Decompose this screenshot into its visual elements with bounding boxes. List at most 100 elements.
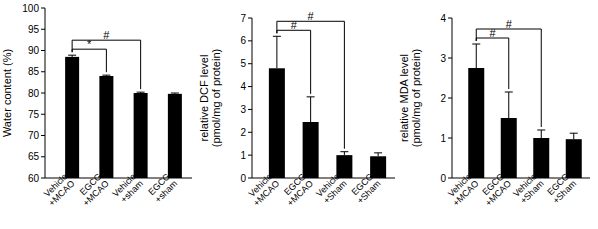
category-label-line: +Sham xyxy=(321,178,348,205)
significance-bracket: # xyxy=(72,29,141,89)
bar xyxy=(168,94,182,178)
error-bar xyxy=(537,130,545,138)
y-tick xyxy=(248,40,252,41)
significance-label: # xyxy=(308,10,315,22)
error-line xyxy=(344,152,345,155)
y-tick-label: 5 xyxy=(240,58,246,69)
error-cap xyxy=(171,93,179,94)
bracket-line xyxy=(72,49,106,72)
category-label: EGCG+MCAO xyxy=(278,171,315,208)
error-line xyxy=(541,130,542,138)
y-tick-label: 85 xyxy=(28,66,40,77)
y-tick xyxy=(41,135,45,136)
error-cap xyxy=(307,96,315,97)
error-bar xyxy=(472,44,480,68)
category-label: Vehicle+MCAO xyxy=(40,171,77,208)
y-tick-label: 4 xyxy=(440,13,446,24)
chart: 01234567relative DCF level(pmol/mg of pr… xyxy=(198,10,395,208)
error-bar xyxy=(307,97,315,122)
y-tick xyxy=(248,178,252,179)
significance-label: # xyxy=(506,18,513,30)
significance-bracket: # xyxy=(476,18,541,127)
y-tick-label: 70 xyxy=(28,130,40,141)
bracket-line xyxy=(72,40,141,89)
y-tick-label: 65 xyxy=(28,151,40,162)
bar xyxy=(533,138,549,178)
y-tick xyxy=(248,63,252,64)
y-tick-label: 2 xyxy=(240,127,246,138)
category-label-line: +MCAO xyxy=(483,178,513,208)
y-tick xyxy=(448,178,452,179)
y-tick-label: 1 xyxy=(440,133,446,144)
error-bar xyxy=(273,36,281,68)
category-label-line: +Sham xyxy=(355,178,382,205)
y-tick xyxy=(41,156,45,157)
y-tick xyxy=(41,29,45,30)
category-label-line: +MCAO xyxy=(251,178,281,208)
category-label: EGCG+MCAO xyxy=(476,171,513,208)
bar xyxy=(134,93,148,178)
y-tick-label: 100 xyxy=(22,3,39,14)
bar xyxy=(269,68,285,178)
bar xyxy=(336,155,352,178)
error-line xyxy=(573,133,574,139)
bar xyxy=(501,118,517,178)
category-label: EGCG+MCAO xyxy=(74,171,111,208)
y-tick xyxy=(448,18,452,19)
bar xyxy=(566,139,582,178)
error-bar xyxy=(505,92,513,118)
error-bar xyxy=(374,153,382,156)
category-label-line: +Sham xyxy=(551,178,578,205)
error-cap xyxy=(505,92,513,93)
error-line xyxy=(476,44,477,68)
y-axis xyxy=(252,18,253,178)
bar xyxy=(65,57,79,178)
category-label-line: +MCAO xyxy=(285,178,315,208)
error-bar xyxy=(340,152,348,155)
y-axis-label: (pmol/mg of protein) xyxy=(210,49,222,147)
chart: 6065707580859095100Water content (%)Vehi… xyxy=(1,3,192,209)
y-tick xyxy=(41,178,45,179)
category-label: EGCG+Sham xyxy=(348,171,382,205)
y-tick-label: 4 xyxy=(240,81,246,92)
error-cap xyxy=(137,92,145,93)
y-tick xyxy=(41,50,45,51)
significance-bracket: # xyxy=(476,27,509,89)
error-line xyxy=(310,97,311,122)
significance-bracket: # xyxy=(277,19,311,94)
y-tick xyxy=(41,71,45,72)
y-tick xyxy=(448,138,452,139)
error-cap xyxy=(340,151,348,152)
category-label-line: +MCAO xyxy=(47,178,77,208)
bar xyxy=(99,76,113,178)
category-label: EGCG+Sham xyxy=(544,171,578,205)
category-label-line: +sham xyxy=(153,178,179,204)
significance-bracket: # xyxy=(277,10,345,148)
y-tick-label: 60 xyxy=(28,173,40,184)
error-cap xyxy=(273,36,281,37)
y-tick-label: 6 xyxy=(240,35,246,46)
category-label-line: +MCAO xyxy=(451,178,481,208)
y-tick xyxy=(41,114,45,115)
y-tick xyxy=(248,18,252,19)
y-tick-label: 75 xyxy=(28,109,40,120)
marks xyxy=(468,44,582,178)
y-axis-label: relative MDA level xyxy=(398,54,410,142)
error-cap xyxy=(374,152,382,153)
bracket-line xyxy=(476,29,541,127)
error-bar xyxy=(171,93,179,95)
chart: 01234relative MDA level(pmol/mg of prote… xyxy=(398,13,590,209)
y-tick xyxy=(448,58,452,59)
error-line xyxy=(508,92,509,118)
y-tick xyxy=(41,8,45,9)
bracket-line xyxy=(277,30,311,94)
y-tick-label: 0 xyxy=(240,173,246,184)
category-label-line: +sham xyxy=(119,178,145,204)
figure: 6065707580859095100Water content (%)Vehi… xyxy=(0,0,598,229)
category-label: EGCG+sham xyxy=(146,171,179,204)
y-tick xyxy=(248,155,252,156)
error-bar xyxy=(102,75,110,77)
y-tick xyxy=(248,109,252,110)
error-cap xyxy=(570,133,578,134)
bar xyxy=(303,122,319,178)
